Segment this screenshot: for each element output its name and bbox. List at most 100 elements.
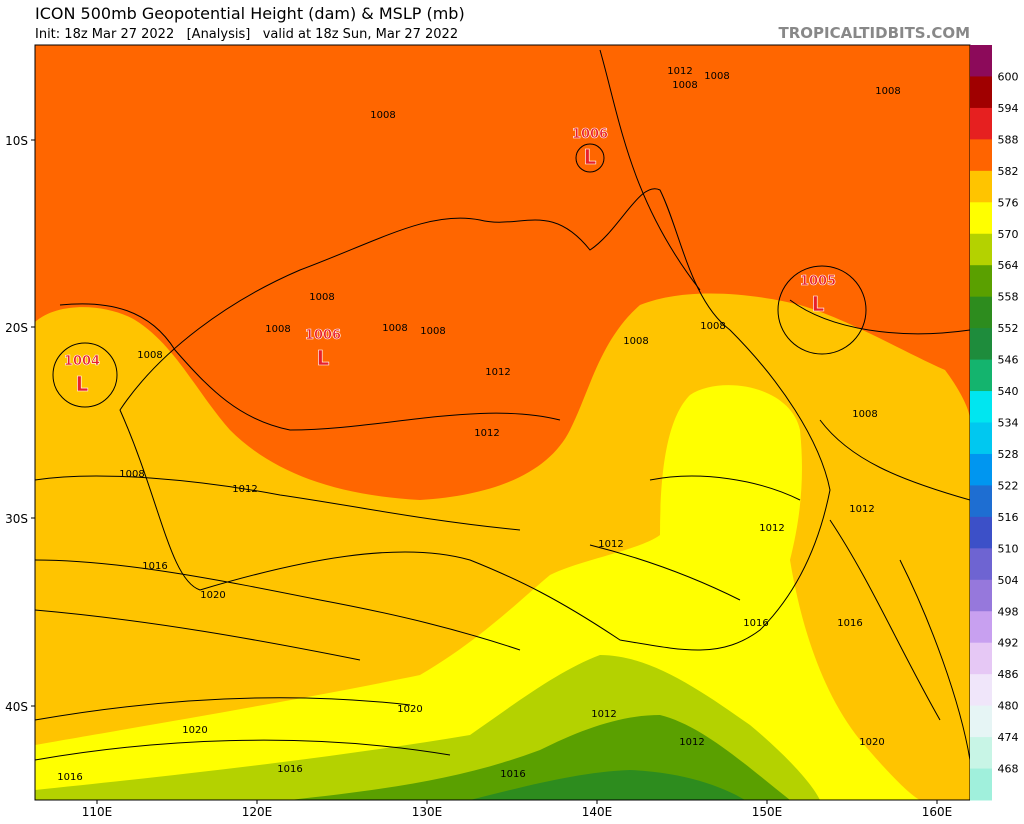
colorbar-bin	[970, 328, 992, 361]
colorbar-label: 576	[998, 196, 1019, 209]
colorbar-bin	[970, 453, 992, 486]
low-symbol: L	[76, 372, 89, 396]
colorbar-bin	[970, 76, 992, 109]
isobar-label: 1008	[309, 292, 334, 303]
isobar-label: 1012	[598, 539, 623, 550]
isobar-label: 1016	[500, 769, 525, 780]
colorbar-bin	[970, 768, 992, 801]
colorbar-label: 486	[998, 668, 1019, 681]
isobar-label: 1008	[420, 326, 445, 337]
low-pressure: 1005	[800, 274, 836, 289]
isobar-label: 1012	[759, 523, 784, 534]
colorbar-bin	[970, 737, 992, 770]
colorbar-label: 600	[998, 70, 1019, 83]
colorbar-bin	[970, 359, 992, 392]
isobar-label: 1008	[704, 71, 729, 82]
colorbar-bin	[970, 391, 992, 423]
colorbar-label: 570	[998, 228, 1019, 241]
colorbar-bin	[970, 45, 992, 77]
coastline	[119, 188, 831, 651]
lon-label: 140E	[582, 805, 613, 819]
lon-label: 110E	[82, 805, 113, 819]
colorbar-bin	[970, 265, 992, 298]
lon-label: 150E	[752, 805, 783, 819]
lon-label: 130E	[412, 805, 443, 819]
lon-label: 160E	[922, 805, 953, 819]
low-contour	[52, 342, 118, 408]
isobar-label: 1008	[852, 409, 877, 420]
colorbar-label: 564	[998, 259, 1019, 272]
isobar-label: 1016	[277, 764, 302, 775]
colorbar-label: 480	[998, 700, 1019, 713]
low-symbol: L	[317, 346, 330, 370]
lat-label: 40S	[5, 700, 28, 714]
colorbar-bin	[970, 170, 992, 203]
colorbar-label: 552	[998, 322, 1019, 335]
isobar-label: 1012	[679, 737, 704, 748]
colorbar-label: 522	[998, 479, 1019, 492]
lon-label: 120E	[242, 805, 273, 819]
colorbar-bin	[970, 611, 992, 644]
isobar-label: 1008	[875, 86, 900, 97]
isobar-label: 1008	[700, 321, 725, 332]
low-pressure: 1006	[305, 328, 341, 343]
isobar-label: 1016	[57, 772, 82, 783]
colorbar-bin	[970, 233, 992, 266]
colorbar-label: 492	[998, 637, 1019, 650]
low-symbol: L	[812, 292, 825, 316]
colorbar-bin	[970, 139, 992, 172]
low-contour	[575, 143, 605, 173]
isobar-label: 1012	[485, 367, 510, 378]
lat-label: 30S	[5, 512, 28, 526]
colorbar-label: 528	[998, 448, 1019, 461]
colorbar-bin	[970, 674, 992, 707]
map-area	[34, 45, 971, 800]
colorbar-bin	[970, 705, 992, 738]
low-pressure: 1006	[572, 127, 608, 142]
isobar-label: 1012	[849, 504, 874, 515]
colorbar-bin	[970, 516, 992, 549]
isobar-label: 1008	[672, 80, 697, 91]
isobar-label: 1012	[232, 484, 257, 495]
isobar-label: 1012	[667, 66, 692, 77]
colorbar-bin	[970, 422, 992, 455]
isobar-label: 1008	[119, 469, 144, 480]
colorbar-label: 516	[998, 511, 1019, 524]
colorbar-bin	[970, 296, 992, 329]
isobar-label: 1016	[142, 561, 167, 572]
colorbar-bin	[970, 202, 992, 235]
colorbar-label: 546	[998, 354, 1019, 367]
colorbar-label: 474	[998, 731, 1019, 744]
colorbar-label: 498	[998, 605, 1019, 618]
isobar-label: 1008	[370, 110, 395, 121]
colorbar-label: 468	[998, 763, 1019, 776]
colorbar-label: 534	[998, 417, 1019, 430]
colorbar-bin	[970, 579, 992, 612]
isobar-label: 1016	[837, 618, 862, 629]
isobars	[34, 49, 971, 761]
isobar-label: 1008	[137, 350, 162, 361]
isobar-label: 1008	[623, 336, 648, 347]
brand: TROPICALTIDBITS.COM	[779, 24, 971, 42]
isobar-label: 1012	[591, 709, 616, 720]
title: ICON 500mb Geopotential Height (dam) & M…	[35, 4, 465, 23]
lat-label: 20S	[5, 321, 28, 335]
colorbar-label: 582	[998, 165, 1019, 178]
colorbar-label: 504	[998, 574, 1019, 587]
colorbar-label: 588	[998, 133, 1019, 146]
isobar-label: 1020	[200, 590, 225, 601]
isobar-label: 1020	[397, 704, 422, 715]
field-552	[470, 770, 745, 800]
isobar-label: 1020	[182, 725, 207, 736]
colorbar-label: 558	[998, 291, 1019, 304]
isobar-label: 1016	[743, 618, 768, 629]
colorbar-label: 594	[998, 102, 1019, 115]
isobar-label: 1008	[382, 323, 407, 334]
colorbar-bin	[970, 548, 992, 581]
isobar-label: 1012	[474, 428, 499, 439]
colorbar-bin	[970, 107, 992, 140]
isobar-label: 1008	[265, 324, 290, 335]
isobar-label: 1020	[859, 737, 884, 748]
colorbar-label: 510	[998, 542, 1019, 555]
